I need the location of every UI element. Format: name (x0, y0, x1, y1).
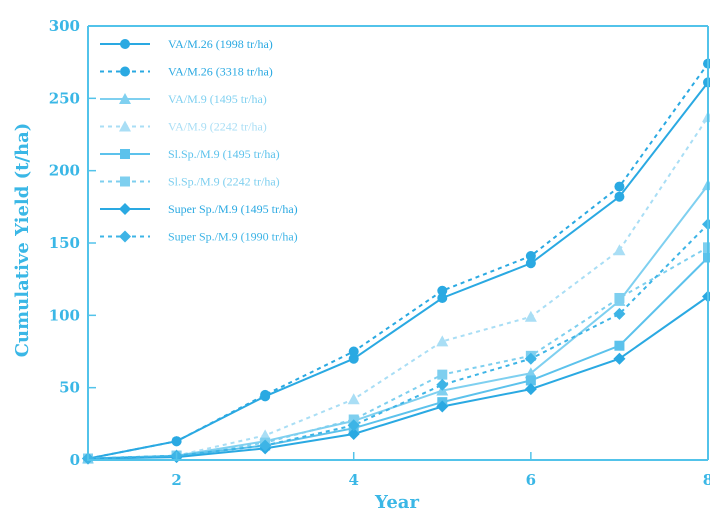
y-axis-title: Cumulative Yield (t/ha) (12, 123, 33, 358)
series-1-point (348, 353, 359, 364)
series-6-point (703, 242, 710, 253)
x-tick-label: 4 (348, 471, 358, 489)
legend-marker-1 (120, 39, 130, 49)
series-1-point (525, 258, 536, 269)
series-8-point (347, 419, 360, 432)
y-tick-label: 0 (70, 451, 80, 469)
series-line-5 (87, 256, 709, 460)
x-tick-label: 6 (526, 471, 536, 489)
legend-marker-3 (119, 93, 131, 104)
y-tick-label: 100 (49, 306, 80, 324)
legend-marker-2 (120, 66, 130, 77)
legend-label-2: VA/M.26 (3318 tr/ha) (168, 65, 273, 79)
series-line-4 (87, 116, 709, 460)
series-7-point (347, 427, 360, 440)
legend-marker-8 (119, 230, 131, 243)
y-tick-label: 50 (59, 379, 80, 397)
legend-label-1: VA/M.26 (1998 tr/ha) (168, 37, 273, 51)
series-2-point (437, 285, 448, 296)
legend-marker-4 (119, 120, 131, 132)
y-tick-label: 250 (49, 89, 80, 107)
legend: VA/M.26 (1998 tr/ha) VA/M.26 (3318 tr/ha)… (100, 37, 298, 244)
series-2-point (614, 181, 625, 192)
series-1-point (437, 292, 448, 303)
legend-marker-5 (120, 149, 130, 159)
series-8-point (613, 307, 626, 320)
series-5-point (703, 252, 710, 263)
series-5-point (614, 340, 625, 351)
legend-label-6: Sl.Sp./M.9 (2242 tr/ha) (168, 175, 280, 189)
legend-label-8: Super Sp./M.9 (1990 tr/ha) (168, 230, 298, 244)
series-7-point (436, 400, 449, 413)
series-lines (87, 63, 709, 460)
series-2-point (171, 436, 182, 447)
series-6-point (437, 369, 448, 380)
series-line-2 (87, 63, 709, 460)
series-4-point (347, 393, 360, 405)
legend-label-5: Sl.Sp./M.9 (1495 tr/ha) (168, 147, 280, 161)
legend-label-4: VA/M.9 (2242 tr/ha) (168, 120, 267, 134)
series-4-point (613, 244, 626, 256)
series-7-point (613, 352, 626, 365)
series-2-point (525, 251, 536, 262)
series-line-7 (87, 295, 709, 460)
y-tick-label: 200 (49, 162, 80, 180)
series-7-point (524, 383, 537, 396)
legend-label-3: VA/M.9 (1495 tr/ha) (168, 92, 267, 106)
legend-marker-6 (120, 176, 130, 187)
axes: 0 50 100 150 200 250 300 2 4 6 8 (49, 17, 710, 489)
x-tick-label: 2 (171, 471, 181, 489)
legend-marker-7 (119, 203, 131, 215)
series-2-point (260, 389, 271, 400)
series-4-point (524, 310, 537, 322)
series-8-point (259, 439, 272, 452)
x-tick-label: 8 (703, 471, 710, 489)
legend-label-7: Super Sp./M.9 (1495 tr/ha) (168, 202, 298, 216)
y-tick-label: 150 (49, 234, 80, 252)
series-1-point (614, 191, 625, 202)
series-line-6 (87, 246, 709, 460)
series-8-point (524, 352, 537, 365)
series-line-3 (87, 184, 709, 460)
series-5-point (525, 375, 536, 386)
y-tick-label: 300 (49, 17, 80, 35)
series-6-point (614, 292, 625, 303)
series-2-point (348, 346, 359, 357)
x-axis-title: Year (374, 492, 419, 513)
series-4-point (436, 335, 449, 347)
series-line-1 (87, 81, 709, 460)
series-markers (82, 58, 710, 465)
series-8-point (436, 378, 449, 391)
